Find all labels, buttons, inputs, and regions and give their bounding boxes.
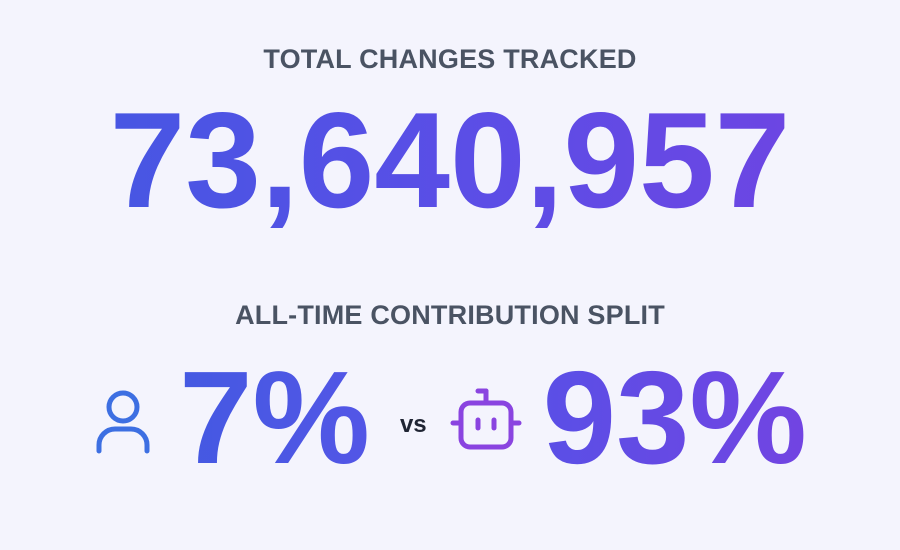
versus: vs [399, 411, 427, 438]
total-value: 73,640,957 [0, 92, 900, 228]
bot-share: 93% [542, 344, 807, 491]
human-icon [96, 390, 150, 454]
total-label: TOTAL CHANGES TRACKED [263, 44, 637, 74]
split-row: 7% vs 93% [0, 352, 900, 484]
bot-icon [450, 388, 522, 450]
split-label: ALL-TIME CONTRIBUTION SPLIT [235, 300, 665, 330]
human-share: 7% [179, 344, 370, 491]
